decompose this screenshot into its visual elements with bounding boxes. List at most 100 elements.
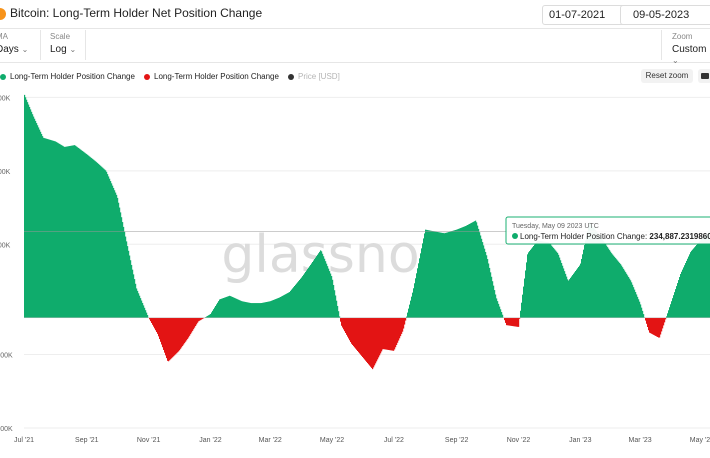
positive-bar (528, 252, 530, 318)
positive-bar (406, 316, 408, 318)
negative-bar (173, 317, 175, 357)
positive-bar (621, 265, 623, 318)
negative-bar (352, 317, 354, 345)
positive-bar (471, 222, 473, 318)
positive-bar (540, 241, 542, 318)
positive-bar (116, 194, 118, 318)
positive-bar (218, 301, 220, 318)
positive-bar (581, 258, 583, 318)
ma-label: MA (0, 32, 8, 41)
scale-control[interactable]: Scale Log ⌄ (50, 32, 76, 55)
positive-bar (626, 273, 628, 318)
zoom-value: Custom (672, 44, 707, 55)
zoom-control[interactable]: Zoom Custom ⌄ (672, 32, 710, 66)
positive-bar (476, 222, 478, 318)
negative-bar (645, 317, 647, 321)
positive-bar (132, 269, 134, 318)
positive-bar (221, 298, 223, 318)
positive-bar (34, 118, 36, 318)
positive-bar (415, 278, 417, 318)
positive-bar (422, 243, 424, 318)
positive-bar (274, 299, 276, 318)
positive-bar (215, 305, 217, 318)
positive-bar (320, 250, 322, 318)
legend-item-price[interactable]: Price [USD] (288, 72, 340, 81)
positive-bar (337, 305, 339, 318)
x-tick-label: May '22 (320, 437, 344, 444)
positive-bar (70, 145, 72, 318)
divider (40, 30, 41, 60)
date-from-input[interactable]: 01-07-2021 (542, 5, 628, 25)
positive-bar (474, 221, 476, 318)
negative-bar (380, 317, 382, 354)
positive-bar (674, 292, 676, 318)
negative-bar (651, 317, 653, 334)
positive-bar (77, 147, 79, 318)
positive-bar (563, 268, 565, 318)
positive-bar (531, 248, 533, 318)
camera-icon[interactable] (698, 69, 710, 83)
negative-bar (390, 317, 392, 351)
positive-bar (601, 238, 603, 318)
positive-bar (610, 251, 612, 318)
positive-bar (577, 268, 579, 318)
positive-bar (338, 311, 340, 318)
positive-bar (237, 299, 239, 318)
positive-bar (574, 272, 576, 318)
positive-bar (596, 231, 598, 318)
negative-bar (171, 317, 173, 359)
x-tick-label: Mar '23 (629, 437, 652, 444)
positive-bar (550, 244, 552, 318)
negative-bar (344, 317, 346, 332)
positive-bar (469, 223, 471, 318)
positive-bar (684, 265, 686, 318)
positive-bar (497, 301, 499, 318)
positive-bar (207, 315, 209, 318)
positive-bar (568, 280, 570, 318)
negative-bar (341, 317, 343, 326)
positive-bar (253, 303, 255, 318)
positive-bar (32, 114, 34, 318)
positive-bar (495, 294, 497, 318)
negative-bar (379, 317, 381, 356)
positive-bar (429, 230, 431, 318)
positive-bar (609, 250, 611, 318)
date-to-input[interactable]: 09-05-2023 (620, 5, 710, 25)
positive-bar (75, 145, 77, 318)
ma-control[interactable]: MA Days ⌄ (0, 32, 28, 55)
positive-bar (697, 243, 699, 318)
positive-bar (696, 245, 698, 318)
negative-bar (372, 317, 374, 370)
positive-bar (242, 301, 244, 318)
positive-bar (287, 293, 289, 318)
positive-bar (94, 160, 96, 318)
negative-bar (358, 317, 360, 353)
positive-bar (302, 276, 304, 318)
positive-bar (475, 220, 477, 318)
positive-bar (554, 249, 556, 318)
positive-bar (682, 269, 684, 318)
legend-item-negative[interactable]: Long-Term Holder Position Change (144, 72, 279, 81)
reset-zoom-button[interactable]: Reset zoom (641, 69, 693, 83)
negative-bar (199, 317, 201, 321)
negative-bar (355, 317, 357, 349)
legend-item-positive[interactable]: Long-Term Holder Position Change (0, 72, 135, 81)
positive-bar (560, 260, 562, 318)
positive-bar (558, 254, 560, 318)
positive-bar (310, 264, 312, 318)
negative-bar (184, 317, 186, 344)
positive-bar (488, 263, 490, 318)
positive-bar (484, 248, 486, 318)
positive-bar (708, 232, 710, 318)
negative-bar (504, 317, 506, 321)
negative-bar (176, 317, 178, 354)
negative-bar (652, 317, 654, 335)
positive-bar (579, 265, 581, 318)
positive-bar (135, 283, 137, 318)
positive-bar (273, 299, 275, 318)
positive-bar (108, 176, 110, 318)
positive-bar (605, 244, 607, 318)
negative-bar (654, 317, 656, 336)
positive-bar (56, 142, 58, 318)
negative-bar (384, 317, 386, 350)
